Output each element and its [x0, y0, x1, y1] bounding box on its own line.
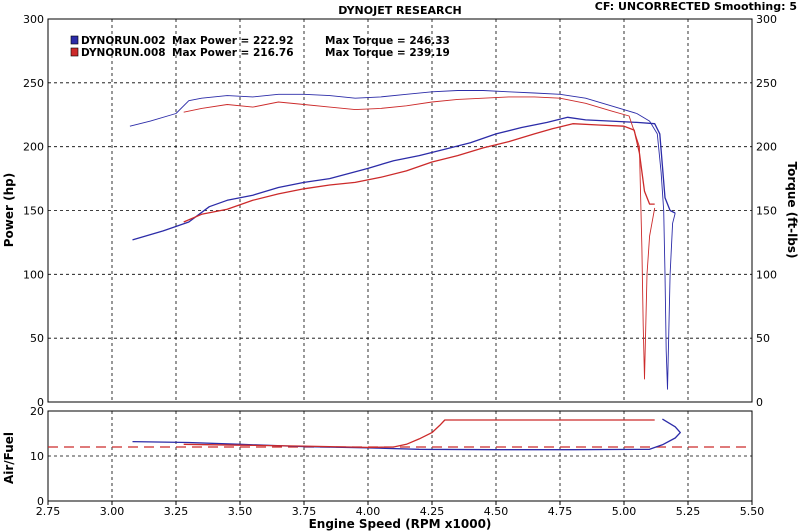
- power-tick-label: 200: [23, 141, 44, 154]
- x-tick-label: 3.50: [228, 505, 253, 518]
- series-line-dynorun-002-power: [132, 116, 676, 241]
- afr-tick-label: 0: [37, 495, 44, 508]
- power-tick-label: 0: [37, 396, 44, 409]
- legend-swatch: [70, 35, 79, 45]
- afr-plot-frame: [47, 410, 753, 502]
- torque-tick-label: 250: [756, 77, 777, 90]
- afr-tick-label: 10: [30, 450, 44, 463]
- x-tick-label: 5.50: [740, 505, 765, 518]
- power-tick-label: 250: [23, 77, 44, 90]
- rpm-axis-label: Engine Speed (RPM x1000): [309, 517, 492, 531]
- torque-tick-label: 200: [756, 141, 777, 154]
- power-tick-label: 300: [23, 13, 44, 26]
- x-tick-label: 3.00: [100, 505, 125, 518]
- main-plot-frame: [47, 18, 753, 403]
- torque-tick-label: 0: [756, 396, 763, 409]
- afr-grid: [48, 411, 752, 501]
- afr-axis-ticks: 0 10 20: [30, 405, 44, 508]
- legend-max-torque: Max Torque = 246.33: [325, 35, 450, 47]
- x-tick-label: 2.75: [36, 505, 61, 518]
- x-tick-label: 5.00: [612, 505, 637, 518]
- series-line-dynorun-002-torque: [129, 90, 676, 390]
- series-line-dynorun-008-air-fuel: [183, 419, 655, 449]
- torque-tick-label: 150: [756, 205, 777, 218]
- legend-max-power: Max Power = 216.76: [172, 47, 294, 59]
- power-torque-plot: 0 50 100 150 200 250 300 0 50 100 150 200 250 300 DY…: [23, 13, 777, 409]
- x-tick-label: 3.75: [292, 505, 317, 518]
- legend: DYNORUN.002 Max Power = 222.92 Max Torque …: [70, 35, 450, 59]
- legend-max-torque: Max Torque = 239.19: [325, 47, 450, 59]
- legend-run-name: DYNORUN.002: [81, 35, 166, 47]
- series-line-dynorun-008-torque: [183, 96, 656, 380]
- chart-title: DYNOJET RESEARCH: [338, 4, 461, 17]
- x-tick-label: 4.25: [420, 505, 445, 518]
- x-tick-label: 5.25: [676, 505, 701, 518]
- main-grid: [48, 19, 752, 402]
- legend-run-name: DYNORUN.008: [81, 47, 166, 59]
- torque-axis-ticks: 0 50 100 150 200 250 300: [756, 13, 777, 409]
- torque-tick-label: 300: [756, 13, 777, 26]
- torque-axis-label: Torque (ft-lbs): [785, 162, 799, 259]
- power-tick-label: 100: [23, 268, 44, 281]
- x-tick-label: 4.75: [548, 505, 573, 518]
- afr-tick-label: 20: [30, 405, 44, 418]
- series-line-dynorun-002-air-fuel: [132, 418, 681, 451]
- x-tick-label: 3.25: [164, 505, 189, 518]
- legend-max-power: Max Power = 222.92: [172, 35, 294, 47]
- torque-tick-label: 100: [756, 268, 777, 281]
- x-tick-label: 4.50: [484, 505, 509, 518]
- correction-status: CF: UNCORRECTED Smoothing: 5: [595, 0, 797, 13]
- torque-tick-label: 50: [756, 332, 770, 345]
- power-axis-ticks: 0 50 100 150 200 250 300: [23, 13, 44, 409]
- power-axis-label: Power (hp): [2, 173, 16, 247]
- afr-series: [48, 418, 752, 451]
- rpm-axis-ticks: 2.75 3.00 3.25 3.50 3.75 4.00 4.25 4.50 4.75 5.00…: [36, 501, 765, 518]
- afr-axis-label: Air/Fuel: [2, 432, 16, 484]
- legend-swatch: [70, 47, 79, 57]
- power-tick-label: 50: [30, 332, 44, 345]
- power-tick-label: 150: [23, 205, 44, 218]
- power-torque-series: [129, 90, 676, 390]
- air-fuel-plot: 0 10 20: [30, 405, 753, 508]
- x-tick-label: 4.00: [356, 505, 381, 518]
